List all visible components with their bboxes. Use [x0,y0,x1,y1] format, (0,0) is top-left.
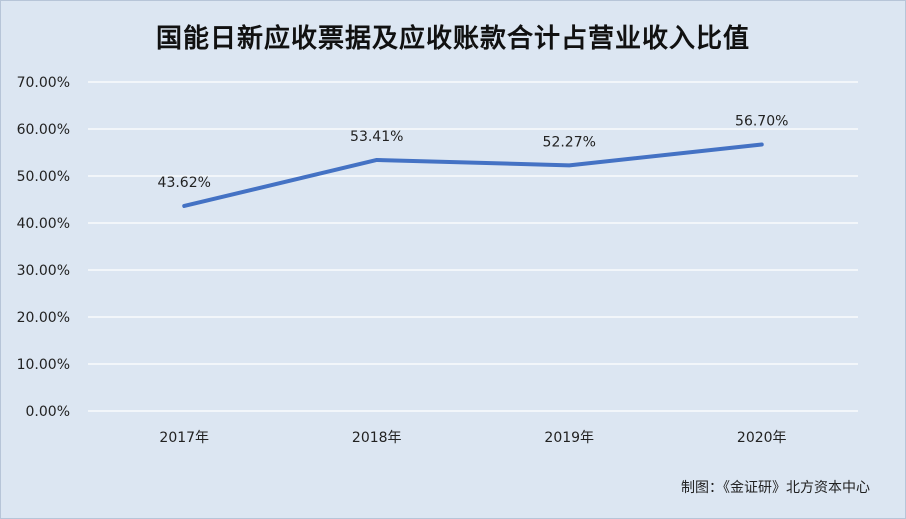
chart-title: 国能日新应收票据及应收账款合计占营业收入比值 [155,24,750,54]
x-tick-label: 2017年 [159,430,209,446]
x-tick-label: 2018年 [352,430,402,446]
series-group [182,142,764,208]
y-axis-ticks: 0.00% 10.00% 20.00% 30.00% 40.00% 50.00% 60.00… [17,75,70,420]
x-tick-label: 2020年 [737,430,787,446]
y-tick-label: 50.00% [17,169,70,185]
data-label: 43.62% [158,175,211,191]
series-line [182,142,764,208]
y-tick-label: 30.00% [17,263,70,279]
data-label: 53.41% [350,129,403,145]
chart-credit: 制图：《金证研》北方资本中心 [681,480,870,496]
y-tick-label: 70.00% [17,75,70,91]
data-labels: 43.62% 53.41% 52.27% 56.70% [158,114,789,191]
y-tick-label: 40.00% [17,216,70,232]
y-tick-label: 10.00% [17,357,70,373]
x-axis-ticks: 2017年 2018年 2019年 2020年 [159,430,786,446]
gridlines [88,81,858,412]
y-tick-label: 20.00% [17,310,70,326]
data-label: 52.27% [543,134,596,150]
x-tick-label: 2019年 [544,430,594,446]
data-label: 56.70% [735,114,788,130]
y-tick-label: 0.00% [26,404,70,420]
y-tick-label: 60.00% [17,122,70,138]
